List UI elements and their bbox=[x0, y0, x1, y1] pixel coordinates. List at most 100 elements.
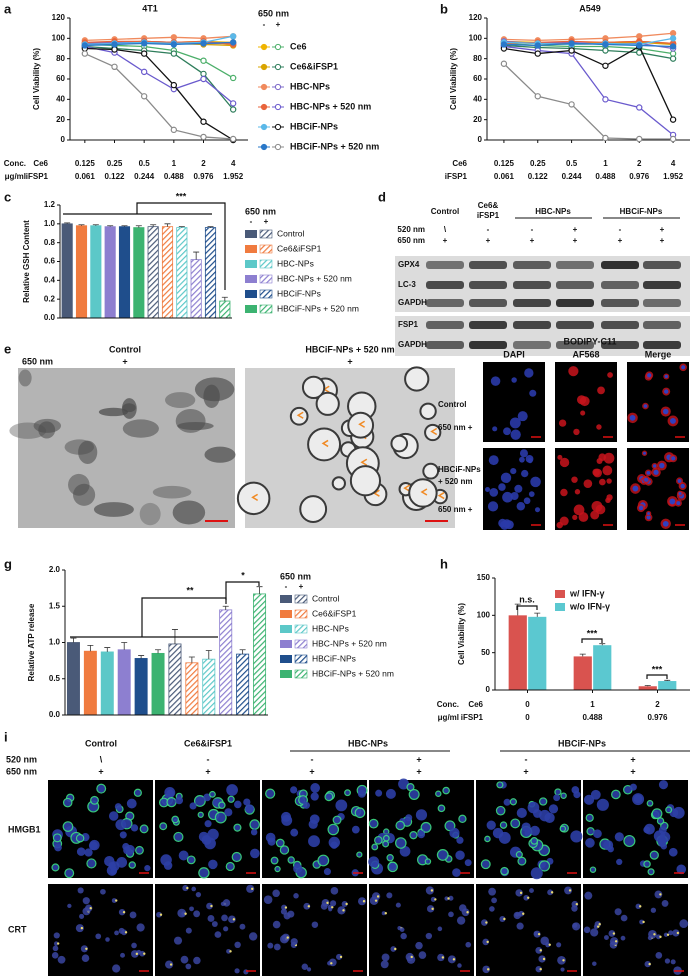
x-tick-label: 4 bbox=[231, 159, 236, 168]
cell bbox=[592, 961, 597, 966]
cell bbox=[386, 892, 393, 899]
band bbox=[556, 261, 594, 269]
cell bbox=[115, 819, 127, 831]
error-bar bbox=[256, 586, 263, 594]
legend-swatch bbox=[245, 230, 257, 238]
cell bbox=[185, 927, 192, 934]
nucleus bbox=[629, 414, 636, 421]
cell bbox=[185, 963, 192, 970]
legend-swatch bbox=[280, 610, 292, 618]
cell bbox=[437, 926, 443, 932]
cell bbox=[53, 932, 60, 939]
error-bar bbox=[207, 226, 214, 228]
crt-signal bbox=[503, 917, 506, 921]
cell bbox=[207, 915, 215, 922]
cell bbox=[395, 837, 407, 849]
x-tick-label: 0.25 bbox=[107, 159, 123, 168]
cell bbox=[131, 950, 139, 958]
cell bbox=[611, 789, 621, 800]
y-tick-label: 50 bbox=[481, 648, 490, 657]
cell bbox=[281, 904, 287, 911]
cell bbox=[275, 838, 285, 848]
legend-label: HBC-NPs + 520 nm bbox=[277, 273, 352, 283]
organelle bbox=[152, 485, 192, 499]
legend-marker bbox=[260, 43, 268, 51]
sign: + bbox=[122, 356, 127, 366]
row-label: 650 nm + bbox=[438, 423, 473, 432]
cell bbox=[139, 950, 146, 957]
error-bar bbox=[205, 650, 212, 660]
sign: + bbox=[573, 225, 578, 234]
band bbox=[513, 281, 551, 289]
row-label: HBCiF-NPs bbox=[438, 465, 481, 474]
cell bbox=[620, 914, 628, 922]
point bbox=[200, 57, 207, 64]
cell bbox=[608, 930, 616, 937]
crt-signal bbox=[431, 907, 434, 911]
sign: + bbox=[618, 236, 623, 245]
crt-signal bbox=[384, 912, 387, 915]
nucleus bbox=[677, 479, 682, 483]
cell bbox=[335, 799, 348, 812]
error-bar bbox=[64, 222, 71, 224]
point bbox=[81, 50, 89, 57]
cell bbox=[456, 836, 464, 844]
cell bbox=[515, 851, 523, 859]
cell bbox=[464, 859, 472, 867]
point bbox=[170, 81, 178, 89]
band bbox=[426, 321, 464, 329]
point bbox=[500, 41, 508, 48]
y-tick-label: 40 bbox=[473, 94, 482, 103]
row-prefix: Conc. bbox=[437, 700, 459, 709]
cell bbox=[559, 457, 570, 468]
band bbox=[469, 281, 507, 289]
cell bbox=[560, 967, 565, 972]
cell bbox=[449, 827, 460, 838]
y-tick-label: 1.0 bbox=[44, 219, 56, 228]
cell bbox=[668, 847, 678, 857]
y-tick-label: 0.8 bbox=[44, 238, 56, 247]
cell bbox=[447, 955, 456, 964]
legend-label: HBCiF-NPs + 520 nm bbox=[277, 303, 359, 313]
cell bbox=[95, 933, 102, 940]
line bbox=[84, 35, 234, 42]
legend-title: 650 nm bbox=[245, 206, 276, 216]
y-tick-label: 100 bbox=[477, 610, 491, 619]
crt-signal bbox=[434, 898, 437, 901]
cell bbox=[585, 813, 594, 822]
cell bbox=[106, 865, 118, 876]
legend-label: HBCiF-NPs bbox=[312, 653, 356, 663]
cell bbox=[660, 843, 668, 850]
sign: + bbox=[416, 766, 421, 776]
cell bbox=[644, 960, 651, 968]
cell bbox=[623, 834, 636, 848]
legend-column: - bbox=[285, 582, 288, 591]
cell bbox=[481, 919, 488, 926]
error-bar bbox=[155, 649, 162, 654]
legend-title: 650 nm bbox=[280, 571, 311, 581]
cell bbox=[231, 851, 242, 863]
legend-label: HBC-NPs bbox=[277, 258, 314, 268]
legend-marker bbox=[260, 103, 268, 111]
legend-label: HBCiF-NPs + 520 nm bbox=[312, 668, 394, 678]
legend-swatch bbox=[280, 670, 292, 678]
cell bbox=[337, 906, 346, 915]
line bbox=[84, 43, 234, 79]
annotation: *** bbox=[176, 191, 187, 201]
cell bbox=[603, 840, 614, 851]
cell bbox=[195, 891, 202, 898]
cell bbox=[383, 828, 390, 835]
nucleus bbox=[664, 389, 669, 394]
bracket bbox=[516, 605, 538, 610]
legend-label: Ce6&iFSP1 bbox=[277, 243, 322, 253]
line bbox=[503, 40, 674, 45]
column-header: Ce6&iFSP1 bbox=[184, 738, 232, 748]
cell bbox=[105, 937, 110, 942]
cell bbox=[96, 783, 107, 794]
point bbox=[170, 34, 178, 41]
error-bar bbox=[221, 296, 228, 302]
cell bbox=[568, 366, 579, 377]
cell bbox=[590, 789, 601, 800]
cell bbox=[614, 908, 622, 916]
point bbox=[568, 101, 575, 108]
